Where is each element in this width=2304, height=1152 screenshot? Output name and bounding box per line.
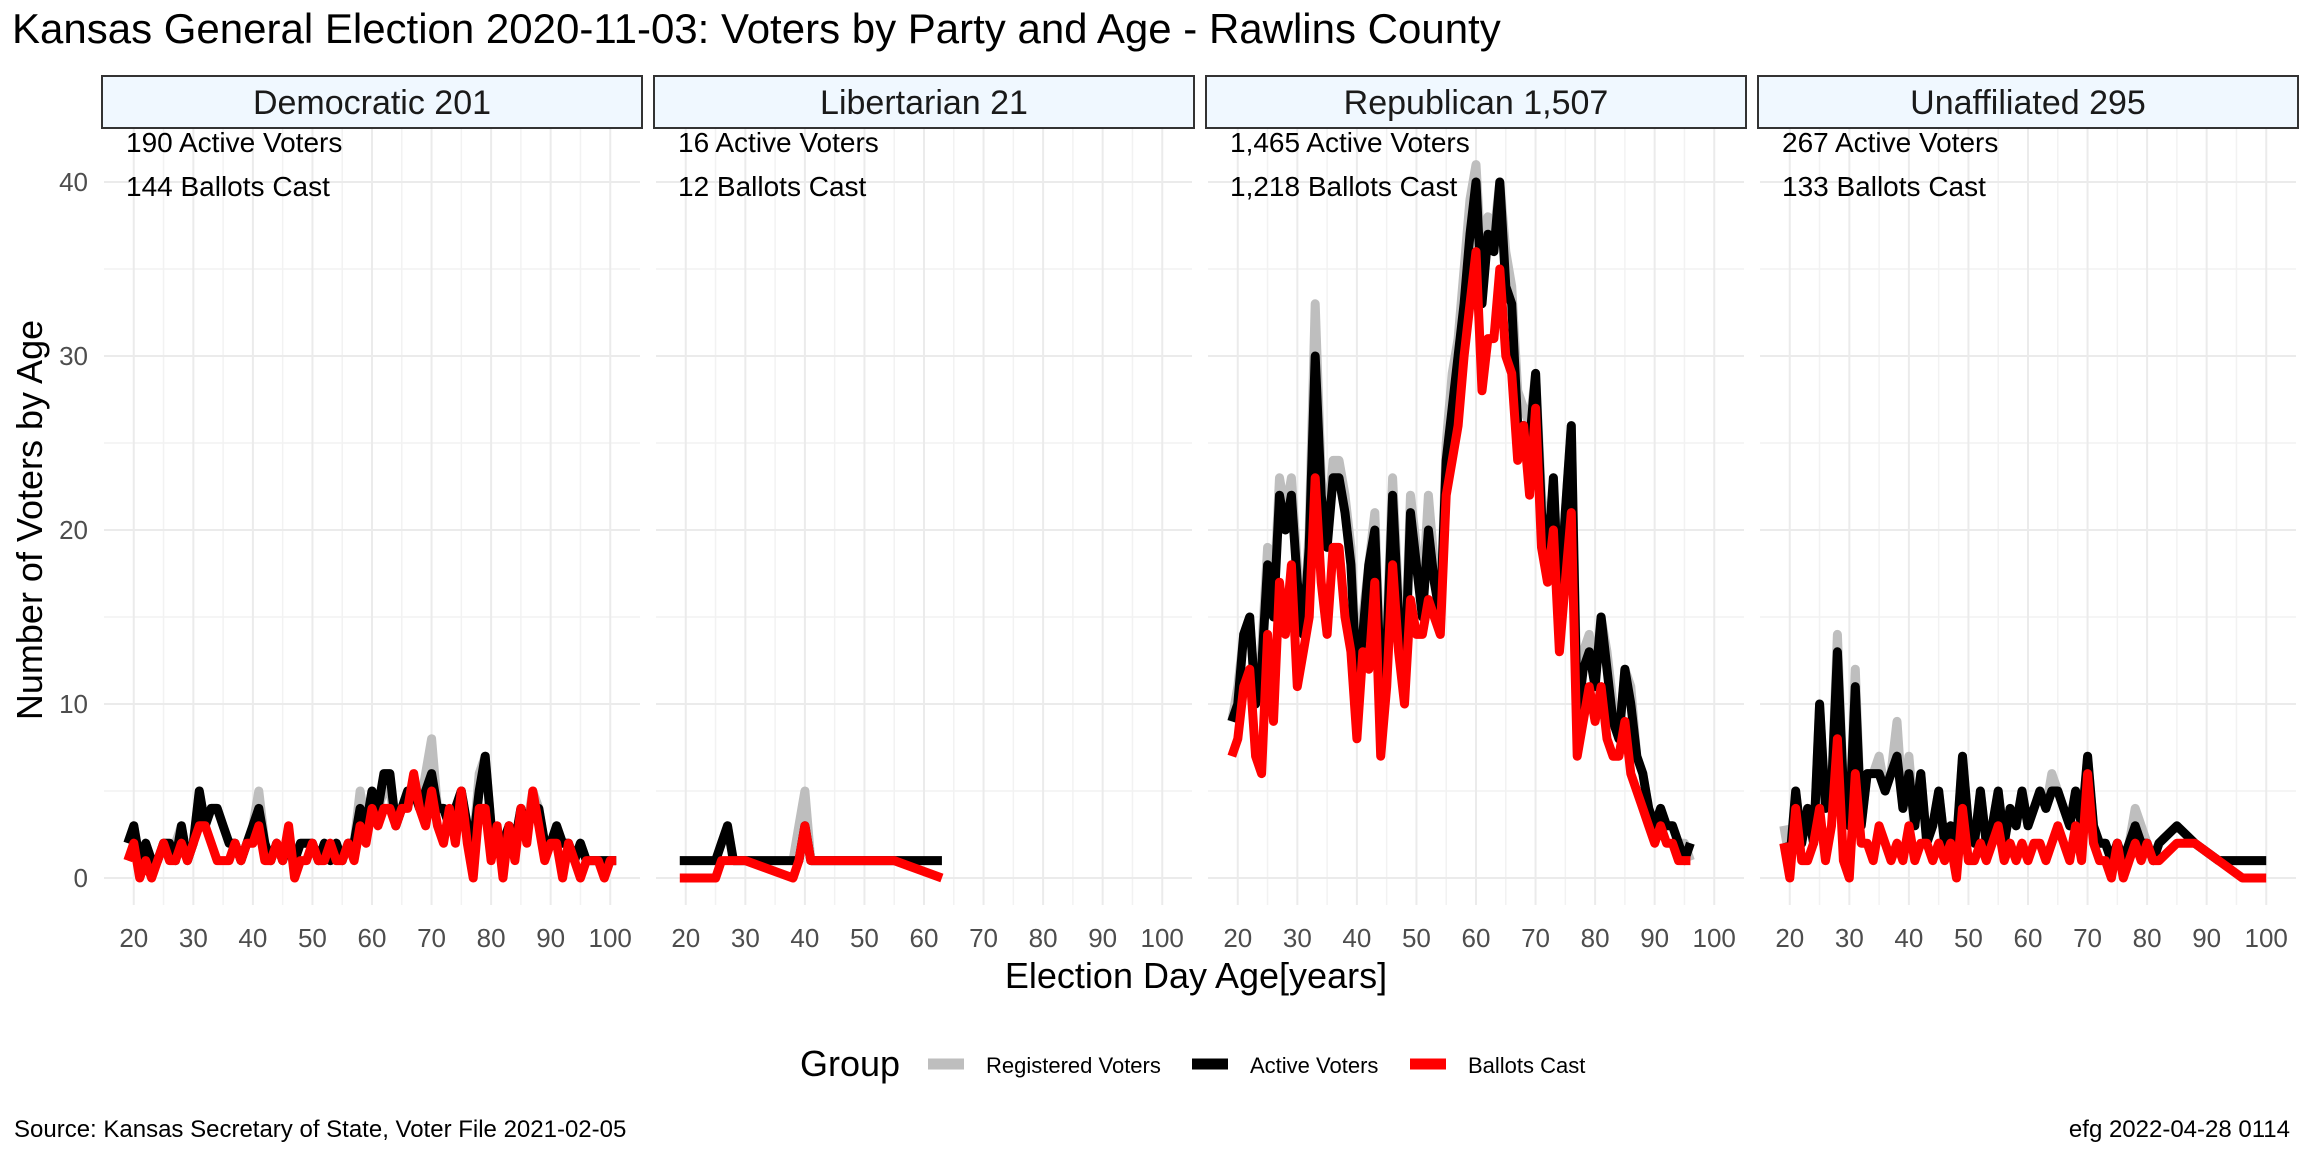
annotation-ballots: 1,218 Ballots Cast: [1230, 171, 1457, 202]
x-tick-label: 70: [1521, 923, 1550, 953]
x-tick-label: 40: [238, 923, 267, 953]
x-tick-label: 30: [1835, 923, 1864, 953]
annotation-ballots: 133 Ballots Cast: [1782, 171, 1986, 202]
x-tick-label: 90: [536, 923, 565, 953]
panel-4: Unaffiliated 295 267 Active Voters 133 Bal…: [1757, 75, 2299, 953]
annotation-active: 1,465 Active Voters: [1230, 127, 1470, 158]
x-tick-label: 80: [477, 923, 506, 953]
caption-credit: efg 2022-04-28 0114: [2069, 1116, 2290, 1143]
y-tick-label: 40: [59, 167, 88, 197]
strip-box: [1205, 75, 1747, 129]
x-tick-label: 30: [731, 923, 760, 953]
x-tick-label: 100: [1693, 923, 1736, 953]
legend-label: Registered Voters: [986, 1053, 1161, 1078]
legend-title: Group: [800, 1043, 900, 1084]
x-tick-label: 70: [417, 923, 446, 953]
panels-layer: Democratic 201 190 Active Voters 144 Ballo…: [59, 75, 2299, 953]
series-line-ballots-cast: [1779, 734, 2267, 883]
x-tick-label: 30: [1283, 923, 1312, 953]
strip-label: Republican 1,507: [1344, 84, 1609, 122]
x-tick-label: 40: [790, 923, 819, 953]
x-tick-label: 100: [589, 923, 632, 953]
series-line-ballots-cast: [123, 769, 617, 883]
strip-box: [101, 75, 643, 129]
caption-source: Source: Kansas Secretary of State, Voter…: [14, 1116, 626, 1143]
y-tick-label: 10: [59, 689, 88, 719]
strip-label: Unaffiliated 295: [1910, 84, 2146, 122]
x-tick-label: 90: [1640, 923, 1669, 953]
x-tick-label: 80: [1029, 923, 1058, 953]
y-axis-label: Number of Voters by Age: [9, 320, 50, 720]
x-tick-label: 60: [2014, 923, 2043, 953]
x-tick-label: 80: [1581, 923, 1610, 953]
x-tick-label: 90: [1088, 923, 1117, 953]
panel-1: Democratic 201 190 Active Voters 144 Ballo…: [101, 75, 643, 953]
panel-3: Republican 1,507 1,465 Active Voters 1,218…: [1205, 75, 1747, 953]
x-tick-label: 50: [298, 923, 327, 953]
x-tick-label: 30: [179, 923, 208, 953]
x-axis-label: Election Day Age[years]: [1005, 955, 1387, 996]
x-tick-label: 90: [2192, 923, 2221, 953]
x-tick-label: 60: [1462, 923, 1491, 953]
x-tick-label: 50: [1402, 923, 1431, 953]
x-tick-label: 60: [910, 923, 939, 953]
x-tick-label: 70: [969, 923, 998, 953]
series-line-ballots-cast: [1227, 247, 1691, 866]
legend-label: Active Voters: [1250, 1053, 1378, 1078]
x-tick-label: 20: [119, 923, 148, 953]
strip-box: [1757, 75, 2299, 129]
strip-box: [653, 75, 1195, 129]
x-tick-label: 80: [2133, 923, 2162, 953]
series-line-ballots-cast: [679, 821, 944, 883]
strip-label: Libertarian 21: [820, 84, 1028, 122]
x-tick-label: 50: [1954, 923, 1983, 953]
x-tick-label: 20: [671, 923, 700, 953]
x-tick-label: 100: [1141, 923, 1184, 953]
x-tick-label: 50: [850, 923, 879, 953]
y-tick-label: 30: [59, 341, 88, 371]
y-tick-label: 20: [59, 515, 88, 545]
annotation-active: 190 Active Voters: [126, 127, 342, 158]
y-tick-label: 0: [74, 863, 88, 893]
x-tick-label: 100: [2245, 923, 2288, 953]
x-tick-label: 70: [2073, 923, 2102, 953]
legend-label: Ballots Cast: [1468, 1053, 1585, 1078]
x-tick-label: 60: [358, 923, 387, 953]
chart-title: Kansas General Election 2020-11-03: Vote…: [12, 5, 1501, 52]
x-tick-label: 20: [1775, 923, 1804, 953]
annotation-active: 267 Active Voters: [1782, 127, 1998, 158]
x-tick-label: 40: [1894, 923, 1923, 953]
panel-2: Libertarian 21 16 Active Voters 12 Ballots…: [653, 75, 1195, 953]
x-tick-label: 20: [1223, 923, 1252, 953]
legend: Group Registered Voters Active Voters Ball…: [800, 1043, 1585, 1084]
x-tick-label: 40: [1342, 923, 1371, 953]
annotation-active: 16 Active Voters: [678, 127, 879, 158]
annotation-ballots: 12 Ballots Cast: [678, 171, 867, 202]
annotation-ballots: 144 Ballots Cast: [126, 171, 330, 202]
strip-label: Democratic 201: [253, 84, 491, 122]
